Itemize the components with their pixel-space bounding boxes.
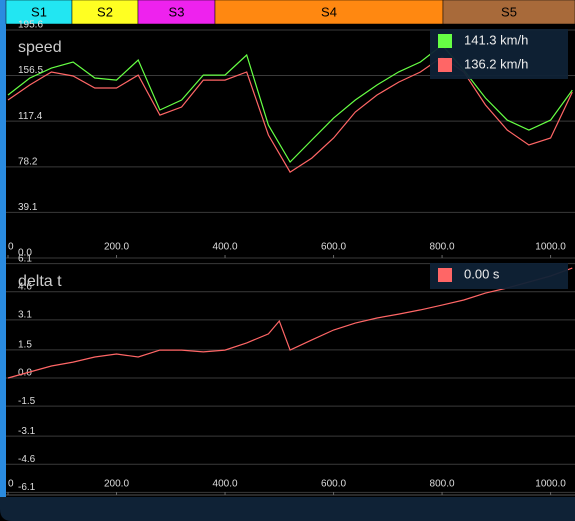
sector-label: S1 [31, 4, 47, 19]
sector [5, 0, 73, 25]
x-tick-label: 0 [8, 479, 14, 490]
y-tick-label: 4.6 [18, 281, 32, 292]
y-tick-label: 78.2 [18, 156, 38, 167]
y-tick-label: 117.4 [18, 111, 43, 122]
y-tick-label: 195.6 [18, 20, 43, 31]
y-tick-label: 6.1 [18, 253, 32, 264]
legend-box [430, 263, 568, 289]
legend-swatch [438, 58, 452, 72]
legend-swatch [438, 34, 452, 48]
legend-swatch [438, 268, 452, 282]
series-line [7, 44, 573, 163]
chart-title: delta t [18, 273, 62, 290]
sector-label: S2 [97, 4, 113, 19]
y-tick-label: 156.5 [18, 65, 43, 76]
x-tick-label: 200.0 [104, 242, 129, 253]
left-strip [0, 0, 6, 500]
y-tick-label: 1.5 [18, 340, 32, 351]
x-tick-label: 1000.0 [535, 479, 566, 490]
x-tick-label: 0 [8, 242, 14, 253]
y-tick-label: -4.6 [18, 454, 36, 465]
y-tick-label: 0.0 [18, 248, 32, 259]
series-line [7, 267, 573, 379]
sector [442, 0, 575, 25]
series-line [7, 56, 573, 173]
sector-label: S3 [169, 4, 185, 19]
sector-label: S5 [501, 4, 517, 19]
y-tick-label: -3.1 [18, 426, 36, 437]
x-tick-label: 400.0 [213, 242, 238, 253]
x-tick-label: 800.0 [430, 479, 455, 490]
sector-label: S4 [321, 4, 337, 19]
y-tick-label: -6.1 [18, 482, 36, 493]
x-tick-label: 400.0 [213, 479, 238, 490]
x-tick-label: 1000.0 [535, 242, 566, 253]
sector [71, 0, 139, 25]
y-tick-label: -1.5 [18, 396, 36, 407]
y-tick-label: 3.1 [18, 310, 32, 321]
y-tick-label: 39.1 [18, 202, 38, 213]
legend-label: 136.2 km/h [464, 56, 528, 71]
footer-bar [0, 497, 575, 521]
sector [137, 0, 216, 25]
x-tick-label: 600.0 [321, 242, 346, 253]
x-tick-label: 600.0 [321, 479, 346, 490]
legend-box [430, 29, 568, 79]
x-tick-label: 200.0 [104, 479, 129, 490]
chart-title: speed [18, 39, 62, 56]
legend-label: 0.00 s [464, 266, 500, 281]
legend-label: 141.3 km/h [464, 32, 528, 47]
sector [214, 0, 444, 25]
x-tick-label: 800.0 [430, 242, 455, 253]
